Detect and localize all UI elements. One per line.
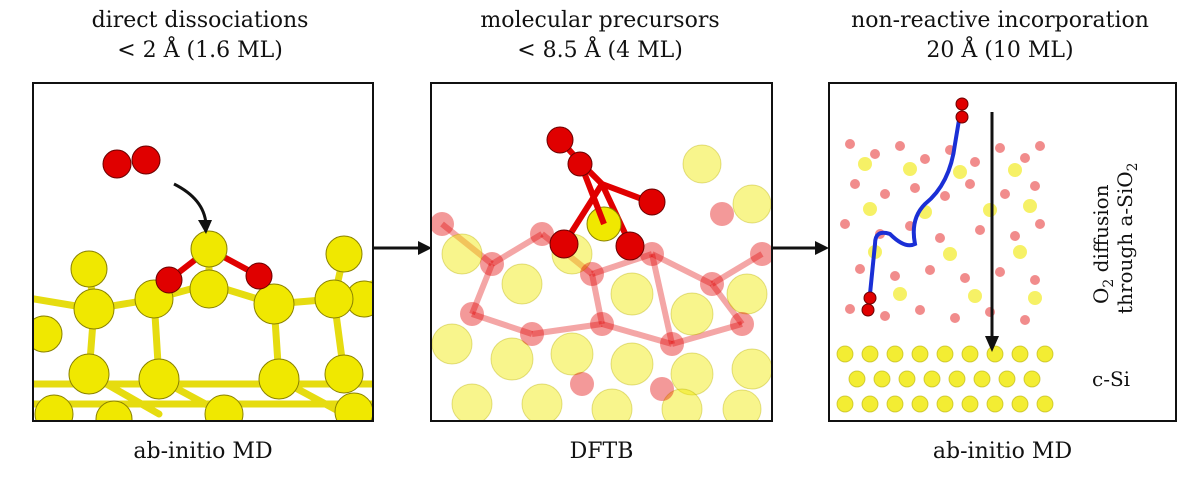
si-atoms: [34, 230, 372, 420]
depth-arrow-head: [985, 336, 999, 352]
panel-molecular-precursors: [430, 82, 773, 422]
incoming-arrow: [173, 182, 208, 225]
panel2-title: molecular precursors < 8.5 Å (4 ML): [430, 6, 770, 66]
side-label: O2 diffusion through a-SiO2: [1089, 162, 1141, 314]
panel2-structure: [432, 126, 771, 420]
o2-molecule-bottom: [861, 291, 877, 317]
panel3-title-line2: 20 Å (10 ML): [926, 38, 1074, 63]
panel2-caption: DFTB: [569, 439, 634, 464]
panel2-title-line2: < 8.5 Å (4 ML): [517, 38, 683, 63]
crystalline-si-layer: [836, 345, 1054, 413]
diffusion-path: [868, 113, 962, 295]
oxide-si-atoms: [858, 157, 1042, 305]
oxide-layer: [840, 139, 1045, 325]
c-si-label: c-Si: [1092, 367, 1130, 391]
o-atoms-transparent: [432, 202, 771, 401]
panel-direct-dissociation: [32, 82, 374, 422]
panel1-caption: ab-initio MD: [133, 439, 273, 464]
side-label-line2: through a-SiO2: [1113, 162, 1141, 314]
panel1-title-line1: direct dissociations: [91, 8, 309, 33]
arrow-2-to-3: [773, 241, 829, 255]
panel3-title: non-reactive incorporation 20 Å (10 ML): [825, 6, 1175, 66]
panel3-title-line1: non-reactive incorporation: [851, 8, 1149, 33]
side-label-line1: O2 diffusion: [1089, 184, 1117, 304]
o2-molecule-top: [955, 97, 969, 124]
o-atoms: [102, 145, 273, 294]
panel3-caption: ab-initio MD: [932, 439, 1073, 464]
incoming-arrow-head: [198, 220, 212, 234]
precursor-o-atoms: [546, 126, 666, 261]
si-atoms-transparent: [432, 144, 771, 420]
panel2-title-line1: molecular precursors: [480, 8, 720, 33]
arrow-1-to-2: [374, 241, 432, 255]
panel1-title: direct dissociations < 2 Å (1.6 ML): [30, 6, 370, 66]
panel1-title-line2: < 2 Å (1.6 ML): [117, 38, 283, 63]
panel1-structure: [34, 145, 372, 420]
network-bonds: [440, 221, 764, 347]
panel-non-reactive-incorporation: O2 diffusion through a-SiO2 c-Si: [828, 82, 1177, 422]
panel3-structure: O2 diffusion through a-SiO2 c-Si: [836, 97, 1141, 413]
